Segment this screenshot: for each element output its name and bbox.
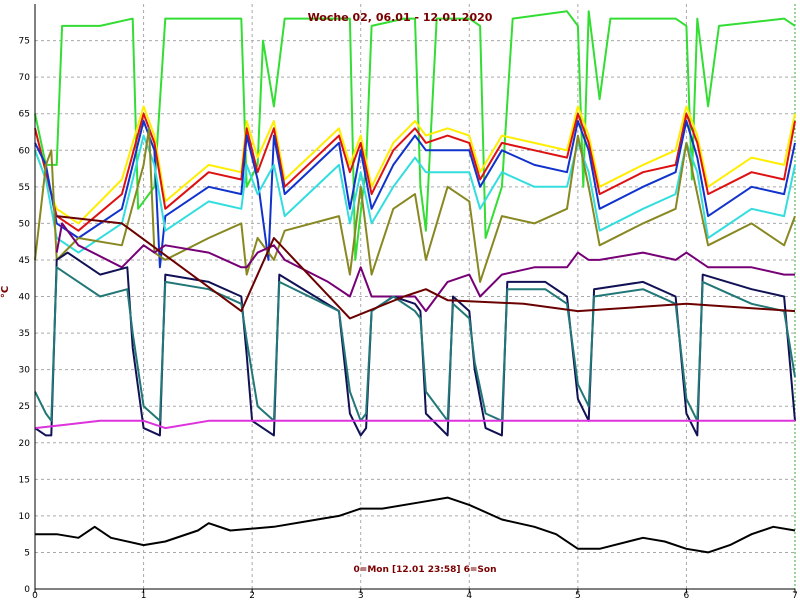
y-tick-label: 65 bbox=[19, 110, 30, 120]
series-line-11 bbox=[56, 215, 796, 320]
y-tick-label: 10 bbox=[19, 512, 31, 522]
x-tick-label: 2 bbox=[249, 591, 255, 600]
y-tick-label: 50 bbox=[19, 219, 31, 229]
x-tick-label: 5 bbox=[575, 591, 581, 600]
x-tick-label: 0 bbox=[32, 591, 38, 600]
chart-footer: 0=Mon [12.01 23:58] 6=Son bbox=[354, 565, 497, 575]
series-line-1 bbox=[34, 10, 796, 261]
y-tick-label: 30 bbox=[19, 366, 31, 376]
series-line-3 bbox=[34, 112, 796, 232]
y-tick-label: 40 bbox=[19, 293, 31, 303]
y-tick-label: 5 bbox=[24, 548, 30, 558]
series-line-2 bbox=[34, 105, 796, 225]
y-tick-label: 75 bbox=[19, 37, 30, 47]
series-group bbox=[34, 10, 796, 554]
series-line-10 bbox=[34, 419, 795, 430]
y-tick-label: 35 bbox=[19, 329, 30, 339]
y-axis-label: °C bbox=[0, 286, 11, 298]
series-line-8 bbox=[34, 251, 796, 437]
y-tick-label: 15 bbox=[19, 475, 30, 485]
series-line-5 bbox=[34, 134, 796, 254]
y-tick-label: 70 bbox=[19, 73, 31, 83]
x-tick-label: 1 bbox=[141, 591, 147, 600]
series-line-4 bbox=[34, 120, 796, 269]
y-tick-label: 25 bbox=[19, 402, 30, 412]
y-tick-label: 20 bbox=[19, 439, 31, 449]
x-tick-label: 7 bbox=[792, 591, 798, 600]
y-tick-label: 60 bbox=[19, 146, 31, 156]
series-line-6 bbox=[34, 127, 796, 283]
series-line-9 bbox=[34, 266, 796, 422]
series-line-12 bbox=[35, 496, 796, 554]
x-tick-label: 3 bbox=[358, 591, 364, 600]
x-tick-label: 4 bbox=[466, 591, 472, 600]
x-tick-label: 6 bbox=[684, 591, 690, 600]
y-tick-label: 55 bbox=[19, 183, 30, 193]
y-tick-label: 45 bbox=[19, 256, 30, 266]
chart-title: Woche 02, 06.01 - 12.01.2020 bbox=[308, 11, 493, 24]
series-line-7 bbox=[55, 222, 795, 313]
y-tick-label: 0 bbox=[24, 585, 30, 595]
